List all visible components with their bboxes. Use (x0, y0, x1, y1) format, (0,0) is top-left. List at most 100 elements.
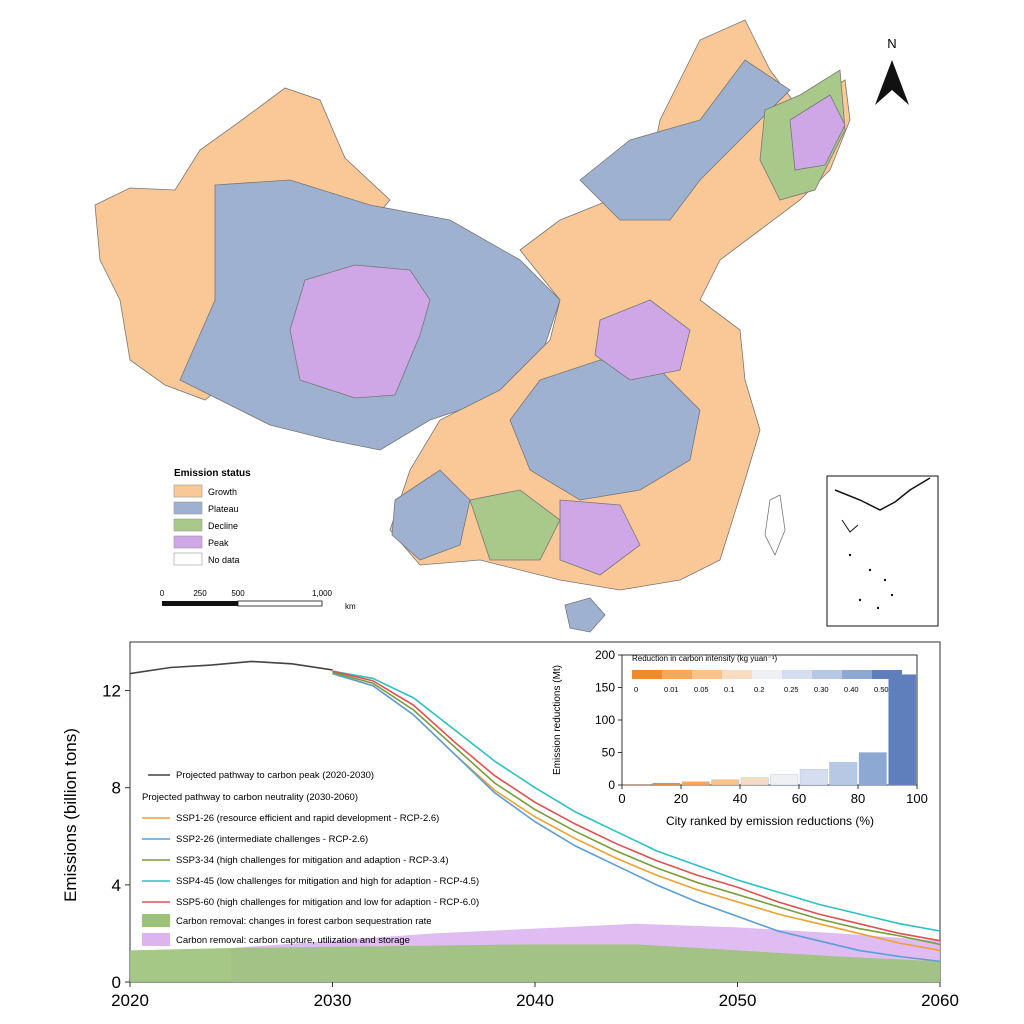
inset-x-tick-label-5: 100 (906, 791, 928, 806)
scale-bar-seg-1 (162, 601, 238, 606)
china-emission-map (94, 19, 851, 633)
colorbar-tick-6: 0.30 (814, 685, 829, 694)
map-legend-swatch-0 (173, 484, 203, 498)
map-region-plateau-south (391, 469, 471, 561)
x-tick-label-4: 2060 (921, 991, 959, 1010)
line-series-3-path (332, 671, 941, 946)
inset-y-tick-label-2: 100 (595, 713, 615, 727)
north-arrow-label: N (887, 36, 896, 51)
south-china-sea-inset (826, 475, 939, 627)
map-region-growth-north (389, 19, 851, 591)
colorbar-seg-7 (842, 670, 872, 679)
map-legend-label-3: Peak (208, 538, 229, 548)
map-region-hainan (564, 597, 606, 633)
line-series-0 (129, 660, 333, 675)
map-legend-title: Emission status (174, 468, 251, 479)
scale-bar: 0 250 500 1,000 km (160, 589, 356, 611)
colorbar-seg-2 (692, 670, 722, 679)
y-tick-label-1: 4 (112, 876, 121, 895)
scale-unit: km (345, 602, 356, 611)
y-tick-label-2: 8 (112, 779, 121, 798)
colorbar-seg-5 (782, 670, 812, 679)
map-region-peak-central (594, 299, 691, 381)
reduction-inset-chart: 0 20 40 60 80 100 0 50 100 150 200 Reduction in ca… (552, 648, 928, 828)
map-legend-swatch-3 (173, 535, 203, 549)
x-tick-label-1: 2030 (314, 991, 352, 1010)
inset-x-tick-label-2: 40 (733, 791, 747, 806)
colorbar-seg-6 (812, 670, 842, 679)
inset-bar-2 (681, 781, 710, 786)
scale-bar-seg-2 (237, 600, 323, 607)
area-series-0 (130, 944, 940, 982)
line-series-5 (332, 670, 941, 942)
north-arrow: N (875, 36, 909, 105)
line-series-5-path (332, 670, 941, 942)
line-series-2 (332, 672, 941, 963)
colorbar-tick-0: 0 (634, 685, 638, 694)
x-tick-label-3: 2050 (719, 991, 757, 1010)
emissions-legend: Projected pathway to carbon peak (2020-2… (142, 770, 479, 946)
map-region-taiwan (764, 494, 786, 556)
inset-y-tick-label-4: 200 (595, 648, 615, 662)
legend-label-5: SSP5-60 (high challenges for mitigation … (176, 897, 479, 908)
colorbar-seg-0 (632, 670, 662, 679)
map-legend-label-2: Decline (208, 521, 238, 531)
colorbar-tick-4: 0.2 (754, 685, 764, 694)
line-series-0-path (129, 660, 333, 675)
colorbar-seg-4 (752, 670, 782, 679)
scale-tick-0: 0 (160, 589, 165, 598)
inset-bar-9 (888, 674, 917, 786)
inset-y-tick-label-0: 0 (608, 778, 615, 792)
inset-x-tick-label-4: 80 (851, 791, 865, 806)
scale-tick-1: 250 (193, 589, 207, 598)
legend-label-2: SSP2-26 (intermediate challenges - RCP-2… (176, 834, 368, 845)
inset-y-tick-label-3: 150 (595, 681, 615, 695)
x-tick-label-2: 2040 (516, 991, 554, 1010)
inset-x-axis-label: City ranked by emission reductions (%) (666, 814, 874, 828)
legend-area-swatch-1 (142, 933, 170, 946)
map-legend-label-0: Growth (208, 487, 237, 497)
legend-label-1: SSP1-26 (resource efficient and rapid de… (176, 813, 439, 824)
inset-bar-1 (652, 782, 681, 786)
inset-bar-3 (711, 779, 740, 786)
map-legend-swatch-2 (173, 518, 203, 532)
colorbar-tick-2: 0.05 (694, 685, 709, 694)
map-legend: Emission status Growth Plateau Decline Peak… (173, 468, 251, 566)
emissions-y-axis-label: Emissions (billion tons) (61, 728, 80, 902)
y-tick-label-3: 12 (102, 682, 121, 701)
inset-x-tick-label-1: 20 (674, 791, 688, 806)
map-region-decline-central (469, 489, 561, 561)
map-legend-label-4: No data (208, 555, 240, 565)
inset-y-tick-label-1: 50 (602, 746, 616, 760)
inset-x-tick-label-3: 60 (792, 791, 806, 806)
colorbar-tick-8: 0.50 (874, 685, 889, 694)
map-legend-label-1: Plateau (208, 504, 239, 514)
legend-heading: Projected pathway to carbon neutrality (… (142, 792, 358, 803)
inset-bar-0 (622, 784, 651, 786)
x-tick-label-0: 2020 (111, 991, 149, 1010)
y-tick-label-0: 0 (112, 973, 121, 992)
inset-bar-6 (799, 769, 828, 786)
line-series-4 (332, 670, 941, 932)
colorbar-seg-3 (722, 670, 752, 679)
scale-tick-3: 1,000 (312, 589, 333, 598)
map-legend-swatch-4 (173, 552, 203, 566)
inset-bar-5 (770, 774, 799, 786)
line-series-2-path (332, 672, 941, 963)
line-series-4-path (332, 670, 941, 932)
legend-area-label-1: Carbon removal: carbon capture, utilizat… (176, 935, 410, 946)
map-region-peak-south (559, 499, 641, 576)
colorbar-tick-5: 0.25 (784, 685, 799, 694)
legend-area-swatch-0 (142, 914, 170, 927)
legend-label-0: Projected pathway to carbon peak (2020-2… (176, 770, 374, 781)
colorbar-tick-7: 0.40 (844, 685, 859, 694)
scale-tick-2: 500 (231, 589, 245, 598)
inset-y-axis-label: Emission reductions (Mt) (552, 665, 563, 775)
inset-bar-8 (858, 752, 887, 786)
colorbar-seg-1 (662, 670, 692, 679)
map-legend-swatch-1 (173, 501, 203, 515)
legend-label-3: SSP3-34 (high challenges for mitigation … (176, 855, 449, 866)
inset-bar-7 (829, 762, 858, 786)
